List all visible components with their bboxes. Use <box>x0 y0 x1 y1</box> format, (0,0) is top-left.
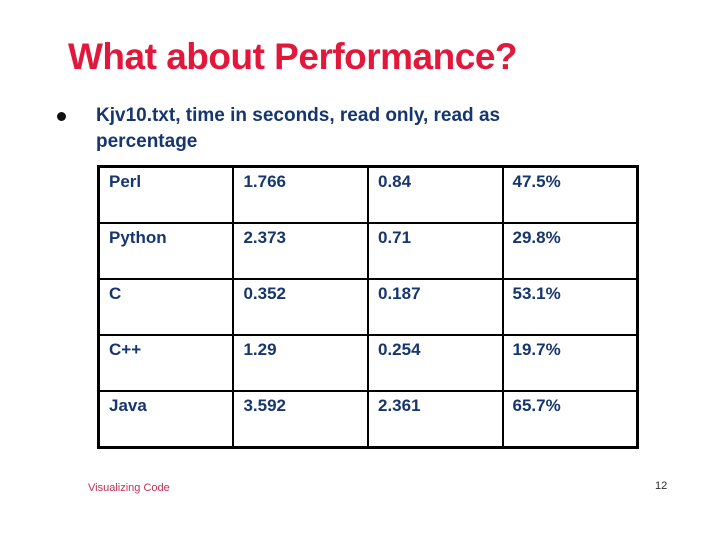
table-row: Perl 1.766 0.84 47.5% <box>97 165 639 224</box>
value-cell: 1.766 <box>232 165 369 224</box>
language-cell: Python <box>97 222 235 280</box>
language-cell: C <box>97 278 235 336</box>
value-cell: 0.84 <box>366 165 504 224</box>
performance-table-body: Perl 1.766 0.84 47.5% Python 2.373 0.71 29.8% C 0… <box>97 165 639 449</box>
value-cell: 0.254 <box>366 334 504 392</box>
bullet-text: Kjv10.txt, time in seconds, read only, r… <box>96 105 501 152</box>
language-cell: C++ <box>97 334 235 392</box>
value-cell: 0.187 <box>366 278 504 336</box>
value-cell: 0.71 <box>366 222 504 280</box>
value-cell: 3.592 <box>232 390 369 449</box>
value-cell: 2.361 <box>366 390 504 449</box>
table-row: Python 2.373 0.71 29.8% <box>97 222 639 280</box>
bullet-item: Kjv10.txt, time in seconds, read only, r… <box>57 103 566 155</box>
table-row: Java 3.592 2.361 65.7% <box>97 390 639 449</box>
value-cell: 2.373 <box>232 222 369 280</box>
value-cell: 0.352 <box>232 278 369 336</box>
value-cell: 65.7% <box>501 390 639 449</box>
language-cell: Perl <box>97 165 235 224</box>
table-row: C 0.352 0.187 53.1% <box>97 278 639 336</box>
value-cell: 53.1% <box>501 278 639 336</box>
table-row: C++ 1.29 0.254 19.7% <box>97 334 639 392</box>
value-cell: 1.29 <box>232 334 369 392</box>
value-cell: 47.5% <box>501 165 639 224</box>
page-number: 12 <box>655 480 668 492</box>
value-cell: 29.8% <box>501 222 639 280</box>
language-cell: Java <box>97 390 235 449</box>
slide-title: What about Performance? <box>68 36 518 77</box>
value-cell: 19.7% <box>501 334 639 392</box>
performance-table: Perl 1.766 0.84 47.5% Python 2.373 0.71 29.8% C 0… <box>97 165 639 449</box>
footer-text: Visualizing Code <box>88 482 170 494</box>
bullet-icon <box>57 112 66 121</box>
